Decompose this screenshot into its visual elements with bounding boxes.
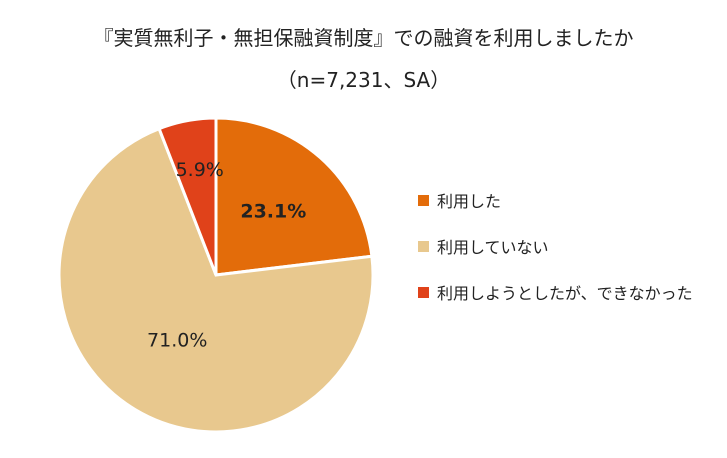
legend-item-1: 利用した bbox=[418, 188, 718, 212]
pie-slice-1 bbox=[214, 116, 374, 277]
data-label-3: 5.9% bbox=[176, 159, 224, 181]
chart-subtitle: （n=7,231、SA） bbox=[276, 68, 451, 92]
legend-item-3: 利用しようとしたが、できなかった bbox=[418, 280, 718, 304]
legend-swatch bbox=[418, 194, 429, 206]
data-label-2: 71.0% bbox=[147, 330, 207, 352]
chart-title: 『実質無利子・無担保融資制度』での融資を利用しましたか bbox=[93, 26, 634, 50]
legend-swatch bbox=[418, 240, 429, 252]
legend-swatch bbox=[418, 286, 429, 298]
legend-label: 利用していない bbox=[437, 238, 549, 257]
legend-item-2: 利用していない bbox=[418, 234, 718, 258]
data-label-1: 23.1% bbox=[240, 200, 306, 222]
pie-slice-2 bbox=[57, 126, 375, 434]
legend-label: 利用しようとしたが、できなかった bbox=[437, 284, 693, 303]
legend: 利用した利用していない利用しようとしたが、できなかった bbox=[418, 188, 718, 326]
pie-slice-3 bbox=[157, 116, 218, 276]
legend-label: 利用した bbox=[437, 192, 502, 211]
